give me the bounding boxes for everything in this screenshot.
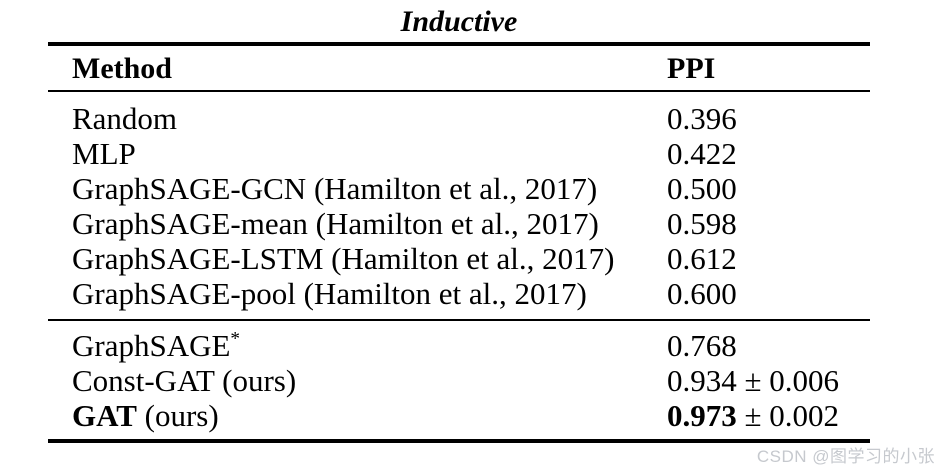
method-cell: GraphSAGE-pool (Hamilton et al., 2017) [48,276,667,311]
method-name: GraphSAGE-pool (Hamilton et al., 2017) [72,276,587,311]
method-superscript: * [230,328,241,350]
method-name: GraphSAGE-LSTM (Hamilton et al., 2017) [72,241,615,276]
table-row: Random 0.396 [48,101,870,136]
watermark-text: CSDN @图学习的小张 [756,447,935,466]
ppi-cell: 0.973 ± 0.002 [667,398,839,433]
ppi-value-bold: 0.973 [667,398,737,433]
section-divider-rule [48,319,870,321]
table-row: MLP 0.422 [48,136,870,171]
ppi-cell: 0.396 [667,101,737,136]
ppi-cell: 0.934 ± 0.006 [667,363,839,398]
column-header-method: Method [72,52,172,85]
table-title: Inductive [400,5,518,38]
table-row: GraphSAGE-GCN (Hamilton et al., 2017) 0.… [48,171,870,206]
table-row: GraphSAGE* 0.768 [48,328,870,363]
ppi-value: 0.612 [667,241,737,276]
table-row: GraphSAGE-mean (Hamilton et al., 2017) 0… [48,206,870,241]
column-header-ppi: PPI [667,52,716,85]
method-cell: GraphSAGE-GCN (Hamilton et al., 2017) [48,171,667,206]
ppi-value: 0.598 [667,206,737,241]
ppi-cell: 0.612 [667,241,737,276]
method-cell: Const-GAT (ours) [48,363,667,398]
method-cell: Random [48,101,667,136]
header-rule [48,90,870,92]
table-row: GAT (ours) 0.973 ± 0.002 [48,398,870,433]
table-row: Const-GAT (ours) 0.934 ± 0.006 [48,363,870,398]
table-section-ours: GraphSAGE* 0.768 Const-GAT (ours) 0.934 … [0,321,939,439]
method-name: Random [72,101,178,136]
method-cell: GraphSAGE-mean (Hamilton et al., 2017) [48,206,667,241]
method-name-bold: GAT [72,398,137,433]
method-name: MLP [72,136,136,171]
method-name: GraphSAGE [72,328,231,363]
method-cell: MLP [48,136,667,171]
method-name: GraphSAGE-mean (Hamilton et al., 2017) [72,206,599,241]
ppi-cell: 0.598 [667,206,737,241]
table-section-baselines: Random 0.396 MLP 0.422 GraphSAGE-GCN (Ha… [0,92,939,319]
ppi-value: 0.500 [667,171,737,206]
method-cell: GraphSAGE* [48,328,667,363]
ppi-cell: 0.600 [667,276,737,311]
ppi-value: ± 0.002 [736,398,840,433]
method-name: (ours) [136,398,219,433]
ppi-value: 0.934 ± 0.006 [667,363,840,398]
method-name: GraphSAGE-GCN (Hamilton et al., 2017) [72,171,598,206]
table-header-row: Method PPI [48,46,870,90]
ppi-value: 0.768 [667,328,737,363]
top-rule [48,42,870,46]
method-cell: GAT (ours) [48,398,667,433]
ppi-cell: 0.768 [667,328,737,363]
table-row: GraphSAGE-pool (Hamilton et al., 2017) 0… [48,276,870,311]
method-name: Const-GAT (ours) [72,363,297,398]
ppi-cell: 0.422 [667,136,737,171]
bottom-rule [48,439,870,443]
ppi-value: 0.396 [667,101,737,136]
ppi-cell: 0.500 [667,171,737,206]
method-cell: GraphSAGE-LSTM (Hamilton et al., 2017) [48,241,667,276]
table-row: GraphSAGE-LSTM (Hamilton et al., 2017) 0… [48,241,870,276]
ppi-value: 0.600 [667,276,737,311]
ppi-value: 0.422 [667,136,737,171]
